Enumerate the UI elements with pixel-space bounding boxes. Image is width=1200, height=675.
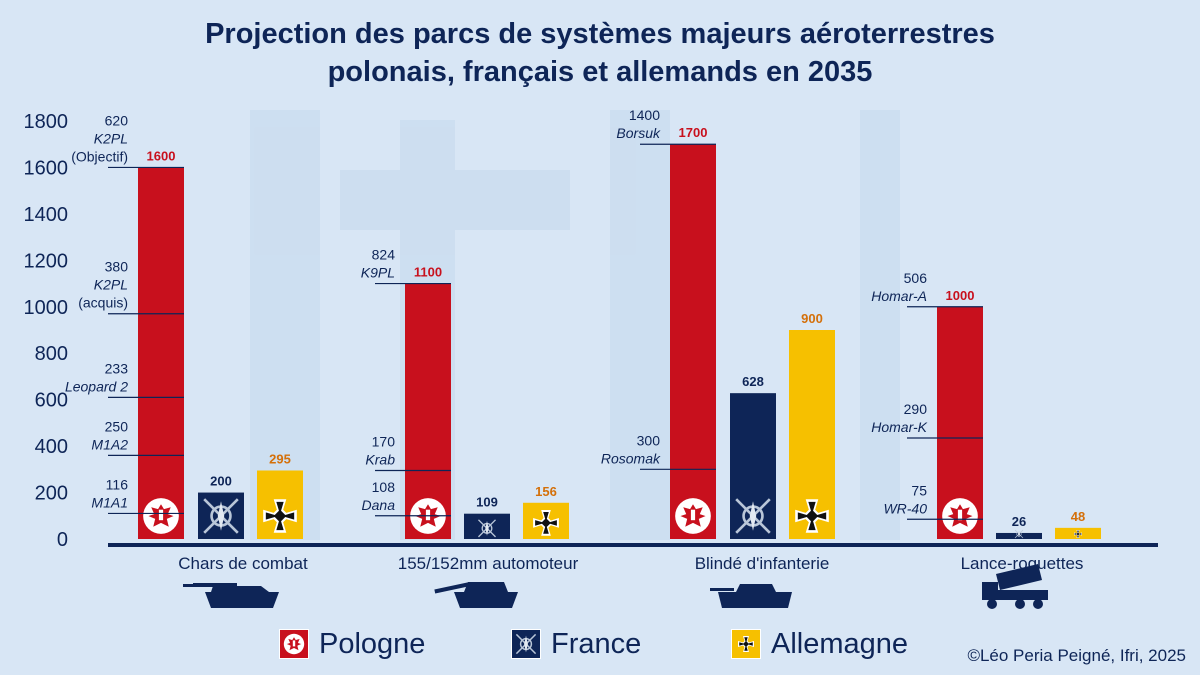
- polish-eagle-icon: [674, 497, 712, 535]
- legend-item-allemagne: Allemagne: [731, 624, 908, 664]
- legend-label-france: France: [551, 627, 642, 660]
- bar-pologne-1: [405, 283, 451, 539]
- data-label: 1000: [946, 288, 975, 303]
- annotation-count: 233: [105, 360, 129, 376]
- bars: 1600 1100 1700 1000 200 109 628 26 295 156 900 48: [138, 125, 1101, 539]
- category-label: Blindé d'infanterie: [695, 554, 830, 573]
- annotation-count: 620: [105, 112, 129, 128]
- annotation-count: 824: [372, 247, 396, 263]
- category-label: Chars de combat: [178, 554, 308, 573]
- y-tick-label: 1800: [24, 111, 69, 133]
- annotation-label: Krab: [365, 451, 395, 467]
- iron-cross-icon: [731, 629, 761, 659]
- annotation-count: 108: [372, 479, 396, 495]
- rocket-launcher-icon: [982, 564, 1048, 609]
- credit-text: ©Léo Peria Peigné, Ifri, 2025: [967, 646, 1186, 665]
- legend-label-pologne: Pologne: [319, 627, 426, 660]
- annotations: 620 K2PL (Objectif) 380 K2PL (acquis) 233 Leopa…: [65, 107, 983, 520]
- data-label: 1600: [147, 148, 176, 163]
- annotation-count: 1400: [629, 107, 660, 123]
- data-label: 1700: [679, 125, 708, 140]
- tank-icon: [183, 583, 279, 608]
- annotation-count: 170: [372, 433, 396, 449]
- infantry-fighting-vehicle-icon: [710, 584, 792, 608]
- category-label: 155/152mm automoteur: [398, 554, 579, 573]
- data-label: 109: [476, 495, 498, 510]
- annotation-count: 506: [904, 270, 928, 286]
- annotation-label: K2PL: [94, 277, 128, 293]
- chart-title-line-1: Projection des parcs de systèmes majeurs…: [205, 18, 995, 50]
- annotation-count: 116: [106, 476, 129, 492]
- x-axis-line: [108, 543, 1158, 547]
- annotation-label: K2PL: [94, 130, 128, 146]
- y-tick-label: 400: [35, 436, 68, 458]
- data-label: 900: [801, 311, 823, 326]
- chart-title-line-2: polonais, français et allemands en 2035: [327, 56, 873, 88]
- polish-eagle-icon: [279, 629, 309, 659]
- legend-item-france: France: [511, 624, 641, 664]
- annotation-label: M1A1: [91, 494, 128, 510]
- y-tick-label: 1600: [24, 157, 69, 179]
- bar-chart: 0 200 400 600 800 1000 1200 1400 1600 1800 1600 11…: [24, 107, 1158, 609]
- annotation-count: 300: [637, 432, 661, 448]
- y-tick-label: 0: [57, 529, 68, 551]
- annotation-label: Homar-K: [871, 419, 927, 435]
- data-label: 48: [1071, 509, 1085, 524]
- annotation-label: (Objectif): [71, 148, 128, 164]
- annotation-label: Dana: [362, 497, 396, 513]
- self-propelled-howitzer-icon: [434, 582, 518, 608]
- x-axis: Chars de combat 155/152mm automoteur Blind…: [108, 543, 1158, 609]
- annotation-count: 290: [904, 401, 928, 417]
- french-army-emblem-icon: [511, 629, 541, 659]
- y-tick-label: 200: [35, 483, 68, 505]
- legend-label-allemagne: Allemagne: [771, 627, 909, 660]
- legend-item-pologne: Pologne: [279, 624, 425, 664]
- annotation-label: M1A2: [91, 436, 128, 452]
- polish-eagle-icon: [941, 497, 979, 535]
- annotation-label: Leopard 2: [65, 378, 128, 394]
- annotation-count: 380: [105, 259, 129, 275]
- y-tick-label: 1400: [24, 204, 69, 226]
- data-label: 26: [1012, 514, 1026, 529]
- annotation-label: Homar-A: [871, 288, 927, 304]
- annotation-label: Rosomak: [601, 450, 661, 466]
- data-label: 295: [269, 451, 291, 466]
- y-tick-label: 1000: [24, 297, 69, 319]
- y-tick-label: 800: [35, 343, 68, 365]
- y-tick-label: 600: [35, 390, 68, 412]
- data-label: 1100: [414, 265, 442, 280]
- data-label: 156: [535, 484, 557, 499]
- annotation-count: 250: [105, 418, 129, 434]
- annotation-label: K9PL: [361, 265, 395, 281]
- bar-pologne-0: [138, 167, 184, 539]
- bar-pologne-2: [670, 144, 716, 539]
- y-axis: 0 200 400 600 800 1000 1200 1400 1600 1800: [24, 111, 69, 551]
- polish-eagle-icon: [142, 497, 180, 535]
- category-label: Lance-roquettes: [961, 554, 1084, 573]
- data-label: 200: [210, 474, 232, 489]
- annotation-label: (acquis): [78, 295, 128, 311]
- annotation-label: WR-40: [883, 500, 927, 516]
- data-label: 628: [742, 374, 764, 389]
- annotation-count: 75: [911, 482, 927, 498]
- y-tick-label: 1200: [24, 250, 69, 272]
- annotation-label: Borsuk: [616, 125, 661, 141]
